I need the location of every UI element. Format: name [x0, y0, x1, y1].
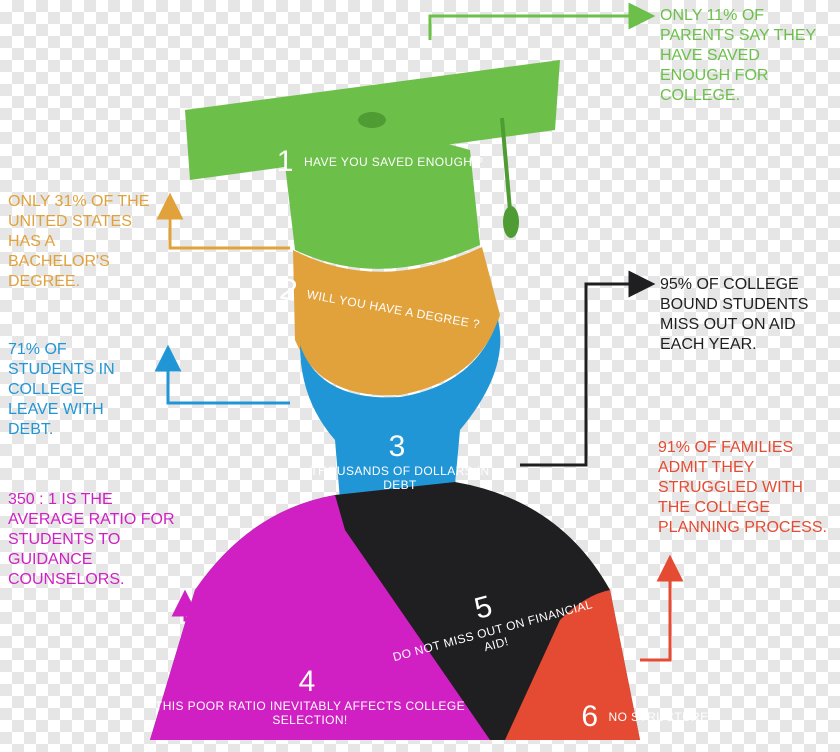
callout-4: 350 : 1 IS THE AVERAGE RATIO FOR STUDENT…	[8, 490, 178, 590]
leader-1	[430, 16, 650, 40]
segment-label-6: 6 NO STRUCTURE	[560, 700, 730, 734]
callout-1: ONLY 11% OF PARENTS SAY THEY HAVE SAVED …	[660, 6, 830, 106]
segment-text: HAVE YOU SAVED ENOUGH ?	[304, 155, 483, 169]
segment-text: THOUSANDS OF DOLLARS IN DEBT	[300, 464, 500, 492]
segment-label-4: 4 THIS POOR RATIO INEVITABLY AFFECTS COL…	[150, 665, 470, 727]
leader-2	[170, 198, 290, 248]
callout-5: 95% OF COLLEGE BOUND STUDENTS MISS OUT O…	[660, 275, 830, 355]
segment-text: THIS POOR RATIO INEVITABLY AFFECTS COLLE…	[150, 699, 470, 727]
segment-number: 6	[581, 700, 598, 734]
segment-number: 3	[389, 430, 406, 464]
callout-6: 91% OF FAMILIES ADMIT THEY STRUGGLED WIT…	[658, 438, 838, 538]
leader-6	[640, 560, 670, 660]
leader-3	[168, 350, 290, 403]
segment-number: 4	[299, 665, 316, 699]
segment-number: 5	[471, 590, 496, 627]
leader-5	[520, 284, 650, 465]
segment-label-3: 3 THOUSANDS OF DOLLARS IN DEBT	[300, 430, 500, 492]
callout-3: 71% OF STUDENTS IN COLLEGE LEAVE WITH DE…	[8, 340, 138, 440]
segment-number: 2	[277, 273, 299, 309]
segment-label-1: 1 HAVE YOU SAVED ENOUGH ?	[250, 145, 510, 179]
callout-2: ONLY 31% OF THE UNITED STATES HAS A BACH…	[8, 192, 158, 292]
segment-text: NO STRUCTURE	[609, 710, 709, 724]
segment-number: 1	[277, 145, 294, 179]
infographic-stage: ONLY 11% OF PARENTS SAY THEY HAVE SAVED …	[0, 0, 840, 752]
